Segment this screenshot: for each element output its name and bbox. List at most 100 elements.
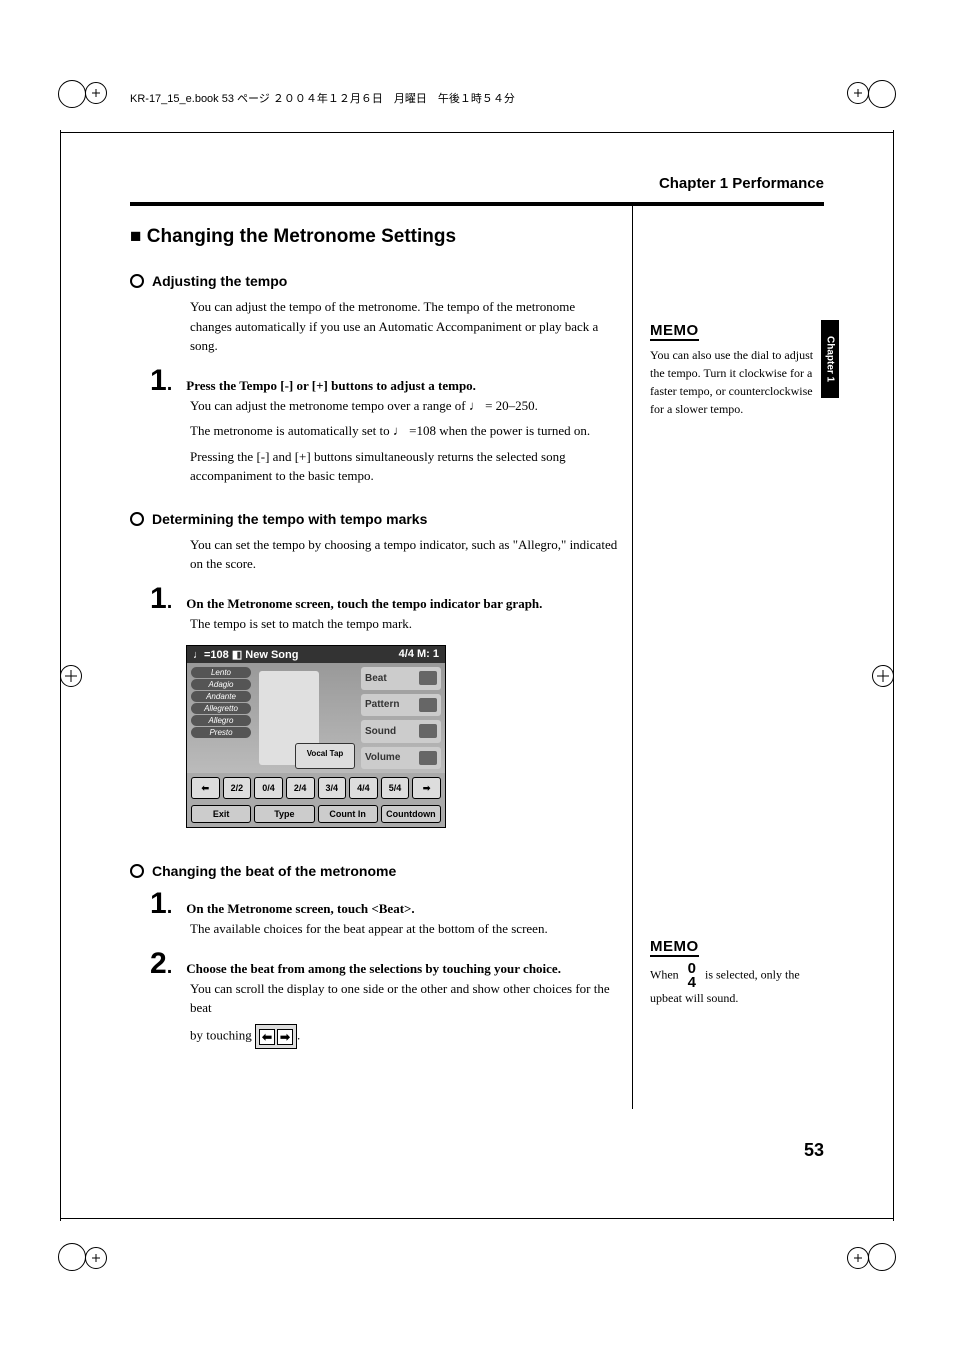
- section-title-text: Changing the Metronome Settings: [147, 226, 456, 247]
- vocal-tap-button: Vocal Tap: [295, 743, 355, 769]
- page-number: 53: [804, 1140, 824, 1161]
- memo-label: MEMO: [650, 938, 699, 957]
- body-text: You can adjust the metronome tempo over …: [190, 396, 620, 416]
- tempo-mark: Allegretto: [191, 703, 251, 714]
- subsection-text: Determining the tempo with tempo marks: [152, 511, 427, 527]
- step-text: On the Metronome screen, touch <Beat>.: [186, 899, 620, 919]
- step-text: On the Metronome screen, touch the tempo…: [186, 594, 620, 614]
- subsection-text: Adjusting the tempo: [152, 273, 287, 289]
- step-text: Press the Tempo [-] or [+] buttons to ad…: [186, 376, 620, 396]
- crop-mark: [847, 82, 869, 104]
- subsection-text: Changing the beat of the metronome: [152, 863, 396, 879]
- memo-label: MEMO: [650, 322, 699, 341]
- tempo-mark: Presto: [191, 727, 251, 738]
- arrow-right-icon: ➡: [277, 1029, 293, 1045]
- step-row: 2. Choose the beat from among the select…: [150, 949, 620, 979]
- memo-sidebar: MEMO When 04 is selected, only the upbea…: [650, 938, 820, 1007]
- tempo-mark: Adagio: [191, 679, 251, 690]
- registration-mark: [58, 80, 86, 108]
- body-text: The available choices for the beat appea…: [190, 919, 620, 939]
- step-number: 1.: [150, 366, 172, 396]
- registration-mark: [872, 665, 894, 687]
- type-button: Type: [254, 805, 314, 823]
- body-text: You can set the tempo by choosing a temp…: [190, 535, 620, 574]
- body-text: You can scroll the display to one side o…: [190, 979, 620, 1018]
- side-buttons: Beat Pattern Sound Volume: [361, 667, 441, 769]
- sound-icon: [419, 724, 437, 738]
- print-header: KR-17_15_e.book 53 ページ ２００４年１２月６日 月曜日 午後…: [130, 90, 515, 106]
- bullet-icon: [130, 512, 144, 526]
- chapter-rule: [130, 202, 824, 206]
- body-text: by touching ⬅➡ .: [190, 1024, 620, 1050]
- timesig-button: 2/2: [223, 777, 252, 799]
- crop-mark: [85, 82, 107, 104]
- bullet-icon: [130, 274, 144, 288]
- tempo-mark: Lento: [191, 667, 251, 678]
- volume-icon: [419, 751, 437, 765]
- arrow-left-icon: ⬅: [259, 1029, 275, 1045]
- tempo-marks-col: Lento Adagio Andante Allegretto Allegro …: [191, 667, 251, 769]
- metronome-screenshot: ♩=108 ◧ New Song 4/4 M: 1 Lento Adagio A…: [186, 645, 446, 828]
- timesig-button: 3/4: [318, 777, 347, 799]
- chapter-header: Chapter 1 Performance: [659, 175, 824, 192]
- side-tab: Chapter 1: [821, 320, 839, 398]
- step-number: 1.: [150, 889, 172, 919]
- section-title: ■ Changing the Metronome Settings: [130, 226, 620, 248]
- screenshot-titlebar: ♩=108 ◧ New Song 4/4 M: 1: [187, 646, 445, 663]
- timesig-button: 2/4: [286, 777, 315, 799]
- screenshot-body: Lento Adagio Andante Allegretto Allegro …: [187, 663, 445, 773]
- countdown-button: Countdown: [381, 805, 441, 823]
- screenshot-title-right: 4/4 M: 1: [399, 648, 439, 661]
- chapter-divider: [632, 202, 633, 1109]
- timesig-button: 4/4: [349, 777, 378, 799]
- timesig-button: 5/4: [381, 777, 410, 799]
- body-text-frag: by touching: [190, 1027, 255, 1042]
- registration-mark: [60, 665, 82, 687]
- memo-text: When 04 is selected, only the upbeat wil…: [650, 962, 820, 1007]
- step-text: Choose the beat from among the selection…: [186, 959, 620, 979]
- beat-value: [419, 671, 437, 685]
- subsection-heading: Changing the beat of the metronome: [130, 862, 620, 879]
- screenshot-title-left: ♩=108 ◧ New Song: [193, 648, 298, 661]
- registration-mark: [868, 80, 896, 108]
- registration-mark: [868, 1243, 896, 1271]
- scroll-right-icon: ➡: [412, 777, 441, 799]
- frame-line: [60, 1218, 894, 1219]
- zero-over-four-icon: 04: [688, 962, 696, 989]
- step-number: 2.: [150, 949, 172, 979]
- step-number: 1.: [150, 584, 172, 614]
- crop-mark: [85, 1247, 107, 1269]
- pattern-value: [419, 698, 437, 712]
- subsection-heading: Adjusting the tempo: [130, 272, 620, 289]
- step-row: 1. On the Metronome screen, touch <Beat>…: [150, 889, 620, 919]
- registration-mark: [58, 1243, 86, 1271]
- timesig-button: 0/4: [254, 777, 283, 799]
- bullet-icon: [130, 864, 144, 878]
- memo-text: You can also use the dial to adjust the …: [650, 346, 820, 418]
- frame-line: [60, 130, 61, 1221]
- beat-button: Beat: [361, 667, 441, 690]
- tempo-mark: Allegro: [191, 715, 251, 726]
- body-text: You can adjust the tempo of the metronom…: [190, 297, 620, 356]
- bottom-row: Exit Type Count In Countdown: [187, 803, 445, 827]
- memo-text-frag: When: [650, 967, 682, 981]
- pattern-button: Pattern: [361, 694, 441, 717]
- frame-line: [60, 132, 894, 133]
- volume-button: Volume: [361, 747, 441, 770]
- subsection-heading: Determining the tempo with tempo marks: [130, 510, 620, 527]
- body-text: The metronome is automatically set to ♩ …: [190, 421, 620, 441]
- memo-sidebar: MEMO You can also use the dial to adjust…: [650, 322, 820, 418]
- crop-mark: [847, 1247, 869, 1269]
- sound-button: Sound: [361, 720, 441, 743]
- body-text: Pressing the [-] and [+] buttons simulta…: [190, 447, 620, 486]
- countin-button: Count In: [318, 805, 378, 823]
- inline-scroll-buttons: ⬅➡: [255, 1024, 297, 1050]
- tempo-mark: Andante: [191, 691, 251, 702]
- frame-line: [893, 130, 894, 1221]
- time-signature-row: ⬅ 2/2 0/4 2/4 3/4 4/4 5/4 ➡: [187, 773, 445, 803]
- step-row: 1. Press the Tempo [-] or [+] buttons to…: [150, 366, 620, 396]
- scroll-left-icon: ⬅: [191, 777, 220, 799]
- body-text: The tempo is set to match the tempo mark…: [190, 614, 620, 634]
- exit-button: Exit: [191, 805, 251, 823]
- step-row: 1. On the Metronome screen, touch the te…: [150, 584, 620, 614]
